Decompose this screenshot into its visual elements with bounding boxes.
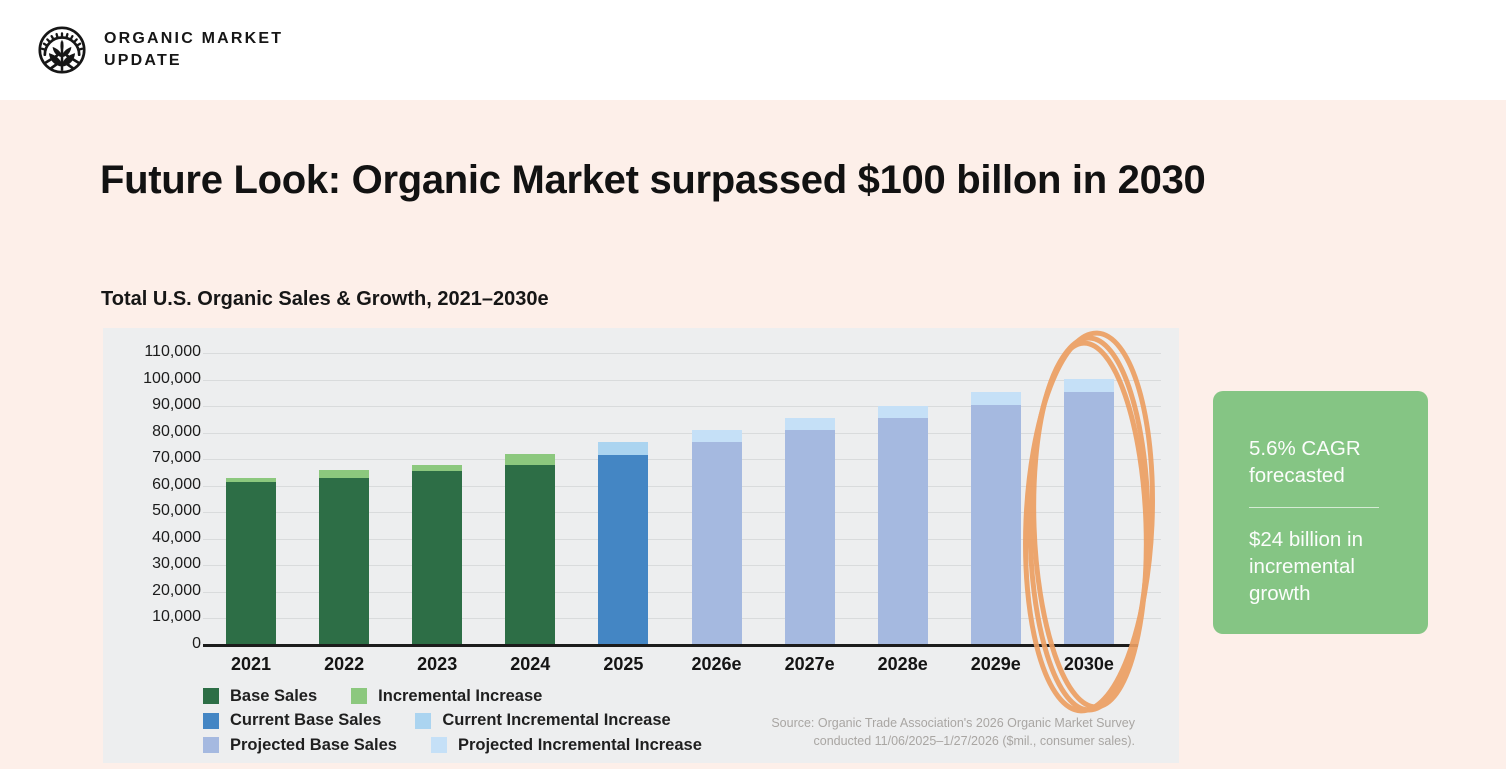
- callout-card: 5.6% CAGR forecasted $24 billion in incr…: [1213, 391, 1428, 634]
- legend-color-chip: [415, 712, 432, 729]
- legend-label: Current Base Sales: [230, 711, 382, 730]
- legend-row: Current Base Sales Current Incremental In…: [203, 709, 736, 734]
- bar-segment-2023: [412, 471, 463, 645]
- chart-legend: Base Sales Incremental Increase Current Ba…: [203, 684, 736, 758]
- source-note: Source: Organic Trade Association's 2026…: [755, 714, 1135, 750]
- legend-color-chip: [203, 688, 219, 705]
- y-axis-tick-label: 100,000: [143, 369, 201, 387]
- y-axis-tick-label: 110,000: [144, 343, 201, 360]
- header-bar: ORGANIC MARKET UPDATE: [0, 0, 1506, 100]
- y-axis-tick-label: 90,000: [152, 396, 201, 414]
- organic-market-logo: ORGANIC MARKET UPDATE: [37, 25, 283, 75]
- bar-segment-2030e: [1063, 391, 1114, 645]
- x-axis-tick-label: 2029e: [970, 654, 1021, 674]
- bar-segment-2025: [598, 455, 649, 645]
- gridline: [203, 353, 1161, 354]
- callout-cagr-stat: 5.6% CAGR forecasted: [1249, 437, 1361, 488]
- x-axis-line: [203, 644, 1138, 647]
- bar-segment-2030e: [1063, 378, 1114, 392]
- legend-color-chip: [203, 712, 219, 729]
- source-line1: Source: Organic Trade Association's 2026…: [771, 716, 1135, 730]
- bar-segment-2028e: [877, 418, 928, 645]
- legend-label: Projected Incremental Increase: [457, 735, 702, 754]
- y-axis-tick-label: 60,000: [152, 475, 201, 493]
- brand-name: ORGANIC MARKET UPDATE: [104, 28, 283, 72]
- legend-row: Base Sales Incremental Increase: [203, 684, 736, 709]
- bar-segment-2023: [412, 464, 463, 472]
- y-axis-tick-label: 70,000: [152, 449, 201, 467]
- legend-label: Current Incremental Increase: [442, 711, 671, 730]
- x-axis-tick-label: 2021: [230, 654, 272, 674]
- bar-segment-2027e: [784, 418, 835, 430]
- callout-growth-stat: $24 billion in incremental growth: [1249, 528, 1363, 606]
- gridline: [203, 565, 1161, 567]
- y-axis-tick-label: 0: [192, 635, 201, 652]
- legend-color-chip: [351, 688, 368, 705]
- bar-segment-2026e: [691, 430, 742, 442]
- y-axis-tick-label: 10,000: [152, 608, 201, 626]
- bar-segment-2025: [598, 441, 649, 456]
- y-axis-tick-label: 30,000: [152, 555, 201, 573]
- gridline: [203, 618, 1161, 620]
- y-axis-tick-label: 80,000: [152, 422, 201, 440]
- gridline: [203, 512, 1161, 514]
- y-axis-tick-label: 50,000: [152, 502, 201, 520]
- bar-segment-2029e: [970, 392, 1021, 405]
- x-axis-tick-label: 2023: [417, 654, 458, 674]
- legend-color-chip: [203, 737, 219, 754]
- x-axis-tick-label: 2026e: [691, 654, 742, 674]
- bar-segment-2021: [226, 481, 276, 645]
- gridline: [203, 591, 1161, 593]
- x-axis-tick-label: 2025: [603, 654, 644, 674]
- gridline: [203, 379, 1161, 381]
- chart-title: Total U.S. Organic Sales & Growth, 2021–…: [101, 288, 549, 310]
- x-axis-tick-label: 2024: [510, 654, 551, 674]
- bar-segment-2022: [319, 470, 370, 478]
- bar-segment-2026e: [691, 441, 742, 645]
- gridline: [203, 406, 1161, 408]
- legend-label: Projected Base Sales: [230, 735, 397, 754]
- legend-label: Base Sales: [230, 686, 318, 705]
- bar-segment-2028e: [877, 406, 928, 419]
- gridline: [203, 432, 1161, 434]
- y-axis-tick-label: 20,000: [152, 581, 201, 599]
- x-axis-tick-label: 2022: [324, 654, 365, 674]
- callout-divider: [1249, 507, 1379, 509]
- legend-color-chip: [430, 737, 447, 754]
- bar-segment-2024: [505, 464, 556, 645]
- bar-segment-2024: [505, 454, 556, 465]
- page-title: Future Look: Organic Market surpassed $1…: [100, 158, 1206, 202]
- bar-segment-2021: [226, 477, 276, 482]
- legend-row: Projected Base Sales Projected Incrementa…: [203, 733, 736, 758]
- legend-label: Incremental Increase: [378, 686, 543, 705]
- gridline: [203, 538, 1161, 540]
- x-axis-tick-label: 2028e: [877, 654, 928, 674]
- sun-leaf-logo-icon: [38, 26, 86, 74]
- brand-line2: UPDATE: [104, 52, 182, 69]
- bar-segment-2022: [319, 477, 370, 645]
- x-axis-tick-label: 2030e: [1063, 654, 1114, 674]
- source-line2: conducted 11/06/2025–1/27/2026 ($mil., c…: [813, 734, 1136, 749]
- bar-segment-2029e: [970, 404, 1021, 645]
- y-axis-tick-label: 40,000: [152, 528, 201, 546]
- gridline: [203, 485, 1161, 487]
- brand-line1: ORGANIC MARKET: [104, 29, 284, 47]
- bar-segment-2027e: [784, 429, 835, 645]
- bar-chart: Base Sales Incremental Increase Current Ba…: [103, 328, 1179, 763]
- x-axis-tick-label: 2027e: [784, 654, 835, 674]
- gridline: [203, 459, 1161, 461]
